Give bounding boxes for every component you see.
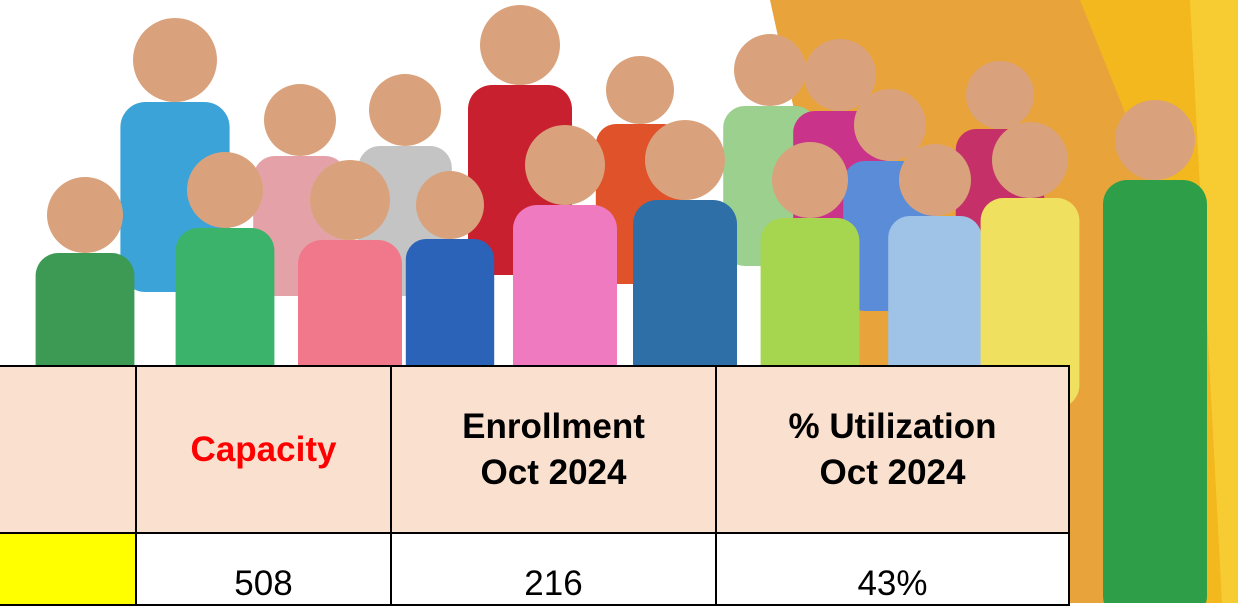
child-head <box>310 160 390 240</box>
child-head <box>480 5 560 85</box>
data-cell: 508 <box>136 533 391 605</box>
child-head <box>606 56 674 124</box>
child-body <box>1103 180 1207 603</box>
header-text: Oct 2024 <box>392 450 715 496</box>
header-text: Enrollment <box>392 404 715 450</box>
empty-cell <box>0 366 136 533</box>
child-head <box>992 122 1068 198</box>
header-text: Oct 2024 <box>717 450 1068 496</box>
header-text: Capacity <box>137 427 390 473</box>
data-cell: 43% <box>716 533 1069 605</box>
slide: Capacity EnrollmentOct 2024 % Utilizatio… <box>0 0 1238 603</box>
child-head <box>1115 100 1195 180</box>
child-head <box>525 125 605 205</box>
data-row: 508 216 43% <box>0 533 1069 605</box>
child-head <box>966 61 1034 129</box>
child-head <box>416 171 484 239</box>
header-cell: Capacity <box>136 366 391 533</box>
highlight-cell <box>0 533 136 605</box>
data-cell: 216 <box>391 533 716 605</box>
child-head <box>133 18 217 102</box>
child-head <box>899 144 971 216</box>
child-head <box>645 120 725 200</box>
child-head <box>264 84 336 156</box>
child-head <box>734 34 806 106</box>
child-head <box>772 142 848 218</box>
child-head <box>47 177 123 253</box>
header-text: % Utilization <box>717 404 1068 450</box>
child-head <box>369 74 441 146</box>
child-head <box>187 152 263 228</box>
